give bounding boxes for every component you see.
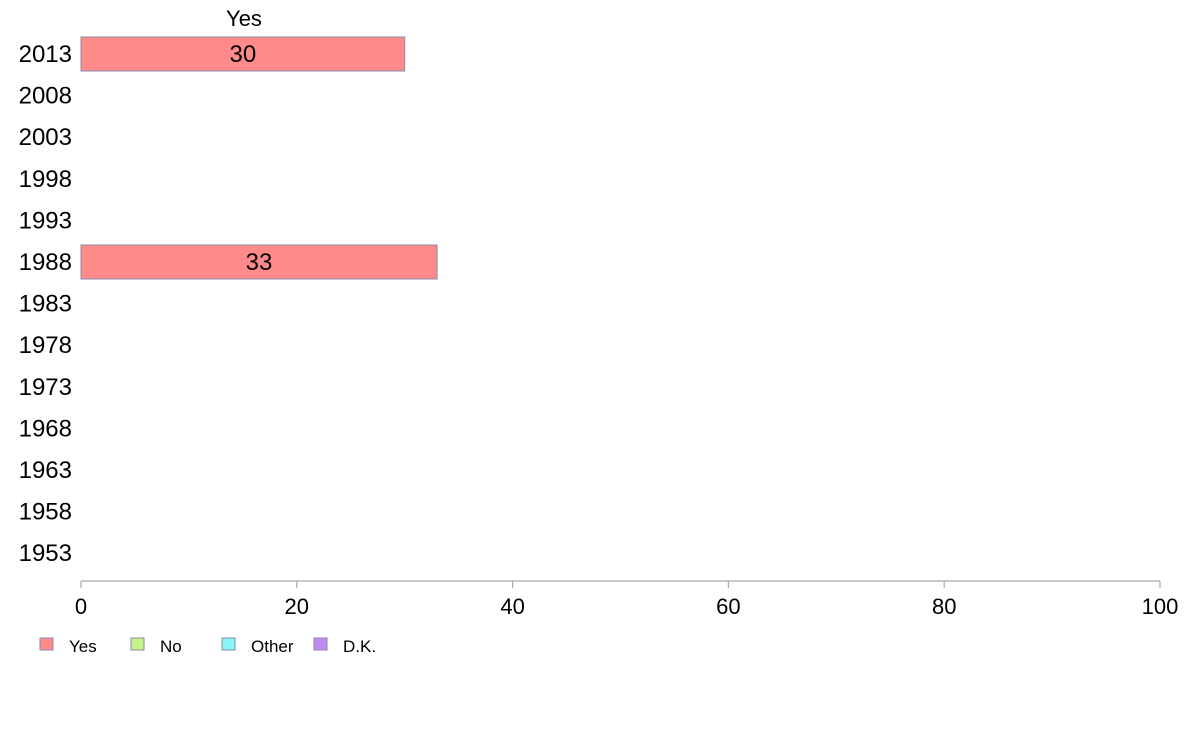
category-label: 1953	[19, 540, 72, 567]
x-tick-label: 60	[716, 594, 740, 619]
category-label: 2008	[19, 83, 72, 110]
category-label: 1963	[19, 457, 72, 484]
legend-label: No	[160, 637, 182, 656]
x-tick-label: 100	[1142, 594, 1179, 619]
x-tick-label: 80	[932, 594, 956, 619]
series-header: Yes	[226, 6, 262, 31]
x-tick-label: 0	[75, 594, 87, 619]
x-axis: 0 20 40 60 80 100	[75, 581, 1178, 619]
legend-swatch	[314, 638, 327, 650]
category-label: 1988	[19, 249, 72, 276]
x-tick-label: 20	[285, 594, 309, 619]
category-label: 2003	[19, 124, 72, 151]
legend-swatch	[222, 638, 235, 650]
legend-swatch	[131, 638, 144, 650]
category-label: 1983	[19, 291, 72, 318]
data-label: 30	[229, 41, 256, 68]
category-label: 2013	[19, 41, 72, 68]
category-label: 1978	[19, 332, 72, 359]
category-label: 1993	[19, 207, 72, 234]
category-label: 1973	[19, 374, 72, 401]
data-label: 33	[246, 249, 273, 276]
x-tick-label: 40	[500, 594, 524, 619]
category-labels: 2013 2008 2003 1998 1993 1988 1983 1978 1973 1968…	[19, 41, 72, 567]
category-label: 1998	[19, 166, 72, 193]
category-label: 1958	[19, 499, 72, 526]
legend-swatch	[40, 638, 53, 650]
legend-label: D.K.	[343, 637, 376, 656]
bars-group: 30 33	[81, 37, 437, 279]
legend-label: Yes	[69, 637, 97, 656]
category-label: 1968	[19, 415, 72, 442]
legend-label: Other	[251, 637, 294, 656]
legend: Yes No Other D.K.	[40, 637, 376, 656]
